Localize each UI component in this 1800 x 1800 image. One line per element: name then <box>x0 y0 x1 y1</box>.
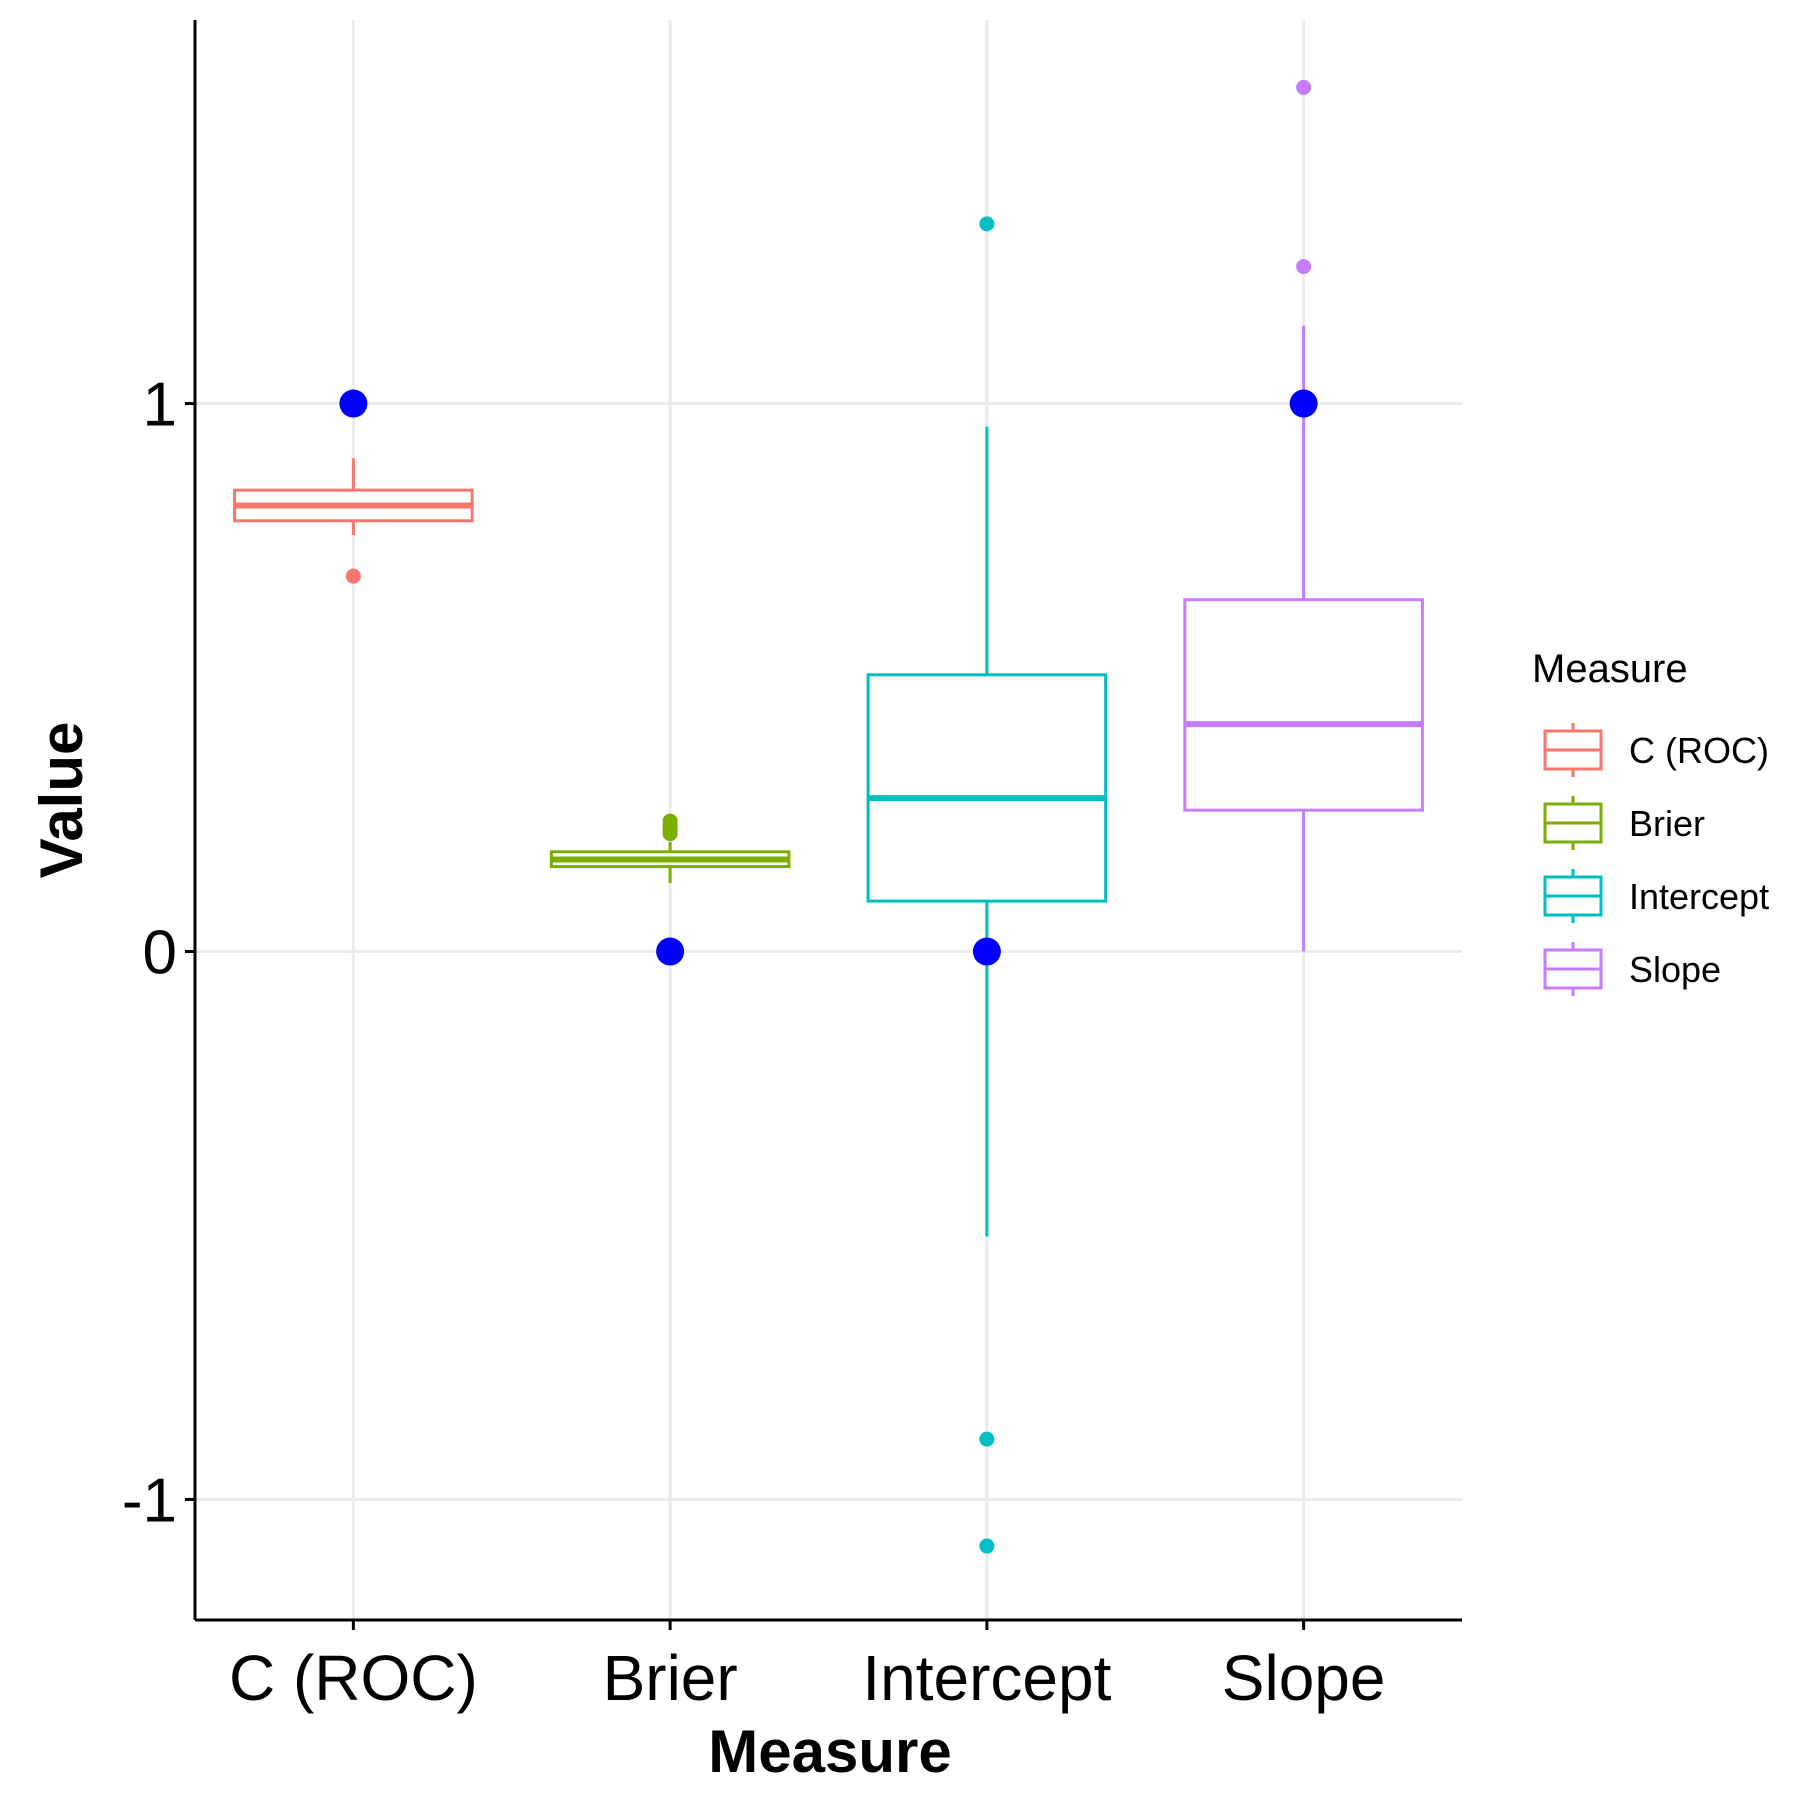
y-axis-title: Value <box>28 722 95 879</box>
reference-point <box>339 389 368 418</box>
box-series <box>233 79 1424 1554</box>
y-tick-label: -1 <box>122 1466 177 1535</box>
gridlines <box>195 20 1462 1620</box>
axes <box>193 20 1462 1622</box>
outlier-point <box>1296 259 1312 275</box>
legend-title: Measure <box>1532 647 1688 691</box>
box-iqr <box>866 673 1108 903</box>
outlier-point <box>979 1538 995 1554</box>
box-brier <box>549 813 791 884</box>
outlier-point <box>979 1431 995 1447</box>
x-axis-ticks: C (ROC) Brier Intercept Slope <box>229 1620 1386 1714</box>
box-iqr <box>1183 598 1424 812</box>
x-tick-label: Slope <box>1222 1642 1386 1714</box>
y-tick-label: 0 <box>143 919 177 988</box>
legend-item: C (ROC) <box>1543 723 1769 777</box>
x-axis-title: Measure <box>708 1718 951 1785</box>
reference-point <box>972 937 1001 966</box>
legend-item: Brier <box>1543 796 1705 850</box>
box-slope <box>1183 79 1424 952</box>
box-intercept <box>866 216 1108 1554</box>
y-axis-ticks: -1 0 1 <box>122 371 195 1535</box>
legend-label: C (ROC) <box>1629 730 1769 771</box>
legend-item: Intercept <box>1543 869 1769 923</box>
reference-point <box>1289 389 1318 418</box>
y-tick-label: 1 <box>143 371 177 440</box>
legend-label: Intercept <box>1629 876 1769 917</box>
x-tick-label: C (ROC) <box>229 1642 478 1714</box>
legend-label: Brier <box>1629 803 1705 844</box>
legend-label: Slope <box>1629 949 1721 990</box>
x-tick-label: Brier <box>603 1642 738 1714</box>
reference-points <box>339 389 1318 966</box>
outlier-point <box>345 568 361 584</box>
legend: Measure C (ROC) Brier Intercept Slope <box>1532 647 1769 996</box>
box-c-roc <box>233 458 474 584</box>
outlier-point <box>979 216 995 232</box>
reference-point <box>656 937 685 966</box>
legend-item: Slope <box>1543 942 1721 996</box>
outlier-point <box>1296 79 1312 95</box>
x-tick-label: Intercept <box>862 1642 1111 1714</box>
outlier-point <box>662 813 678 829</box>
